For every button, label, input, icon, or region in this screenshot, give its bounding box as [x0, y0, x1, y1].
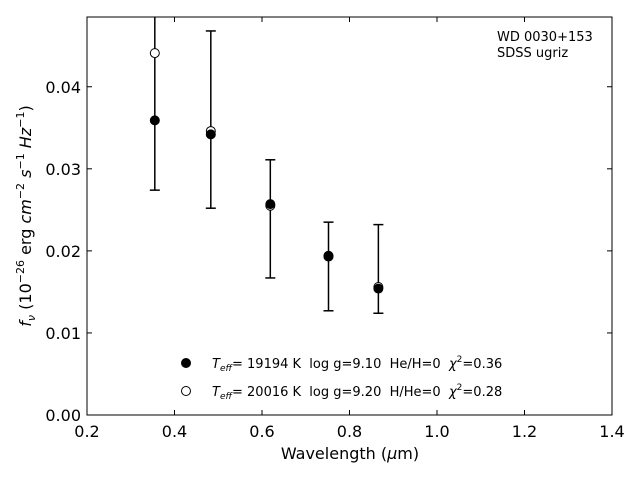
y-tick-label: 0.02	[45, 242, 81, 261]
x-tick-label: 0.4	[162, 422, 187, 441]
x-tick-label: 1.4	[599, 422, 624, 441]
data-point-filled	[265, 199, 276, 210]
error-bars	[149, 17, 384, 314]
x-tick-label: 1.2	[512, 422, 537, 441]
x-ticks: 0.2 0.4 0.6 0.8 1.0 1.2 1.4	[74, 17, 625, 441]
legend-marker-filled	[181, 358, 191, 368]
data-point-filled	[373, 283, 384, 294]
legend-entry-1: Teff= 19194 K log g=9.10 He/H=0 χ2=0.36	[212, 355, 502, 374]
legend-entry-2: Teff= 20016 K log g=9.20 H/He=0 χ2=0.28	[212, 383, 502, 402]
data-point-filled	[323, 250, 334, 261]
x-tick-label: 0.8	[337, 422, 362, 441]
y-axis-label: fν (10−26 erg cm−2 s−1 Hz−1)	[14, 105, 38, 326]
annotation-line-1: WD 0030+153	[497, 30, 593, 45]
plot-area	[86, 16, 613, 416]
y-tick-label: 0.04	[45, 78, 81, 97]
data-point-open	[149, 48, 160, 59]
data-point-filled	[149, 115, 160, 126]
data-points	[149, 48, 384, 294]
y-tick-label: 0.03	[45, 160, 81, 179]
y-ticks: 0.00 0.01 0.02 0.03 0.04	[45, 78, 612, 425]
x-tick-label: 0.6	[249, 422, 274, 441]
legend: Teff= 19194 K log g=9.10 He/H=0 χ2=0.36 …	[181, 355, 502, 402]
x-tick-label: 1.0	[424, 422, 449, 441]
y-tick-label: 0.01	[45, 324, 81, 343]
annotation-line-2: SDSS ugriz	[497, 46, 568, 61]
y-tick-label: 0.00	[45, 406, 81, 425]
x-axis-label: Wavelength (μm)	[281, 444, 419, 463]
x-tick-label: 0.2	[74, 422, 99, 441]
legend-marker-open	[181, 386, 191, 396]
data-point-filled	[205, 129, 216, 140]
